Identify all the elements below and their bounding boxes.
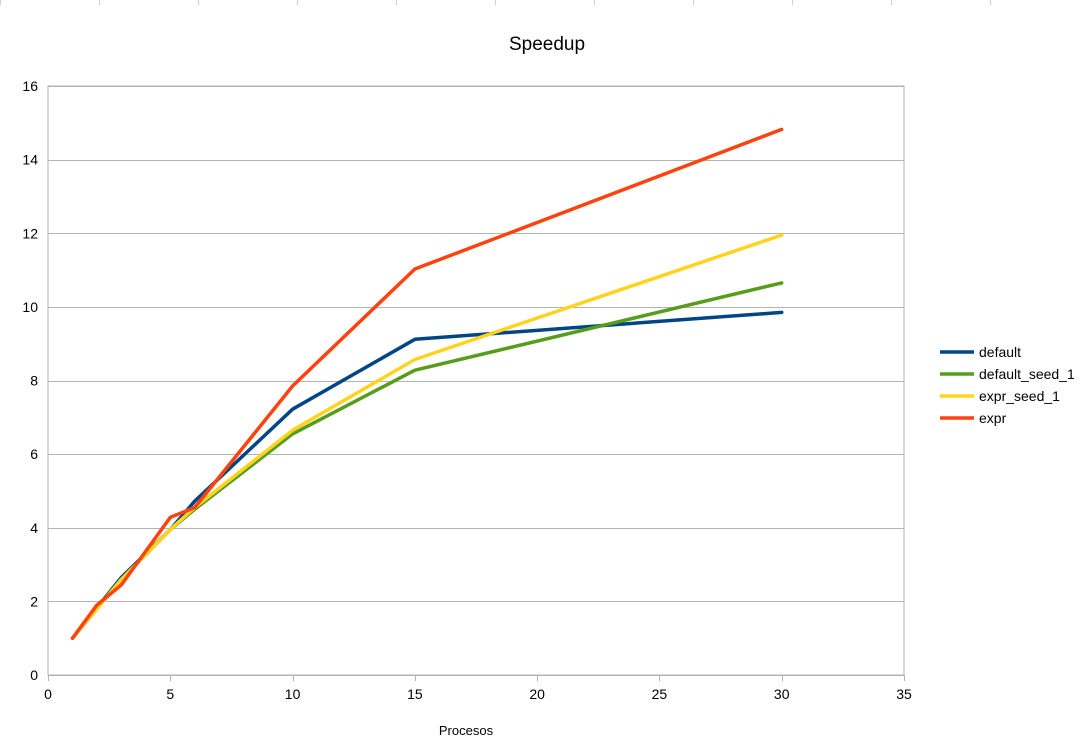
y-tick-label: 0 [30, 667, 38, 683]
legend-label: expr_seed_1 [979, 388, 1060, 404]
y-tick-label: 8 [30, 373, 38, 389]
x-tick-label: 30 [774, 686, 790, 702]
series-line-expr-seed-1 [70, 233, 784, 640]
y-tick-label: 4 [30, 520, 38, 536]
y-tick-label: 2 [30, 593, 38, 609]
series-line-default [70, 310, 784, 640]
legend-label: expr [979, 410, 1007, 426]
gridlines [48, 86, 904, 676]
x-axis-title: Procesos [439, 723, 494, 738]
chart-title: Speedup [509, 34, 585, 55]
x-tick-label: 25 [652, 686, 668, 702]
x-tick-label: 0 [44, 686, 52, 702]
plot-area [47, 85, 905, 676]
y-axis-tick-labels: 0 2 4 6 8 10 12 14 16 [22, 78, 38, 683]
series-line-default-seed-1 [70, 281, 784, 640]
x-axis-tick-labels: 0 5 10 15 20 25 30 35 [44, 675, 912, 702]
series-line-expr [70, 127, 784, 640]
y-tick-label: 12 [22, 225, 38, 241]
x-tick-label: 35 [896, 686, 912, 702]
series-lines [70, 127, 784, 640]
y-tick-label: 6 [30, 446, 38, 462]
x-tick-label: 10 [285, 686, 301, 702]
x-tick-label: 15 [407, 686, 423, 702]
legend-label: default_seed_1 [979, 366, 1075, 382]
x-tick-label: 5 [166, 686, 174, 702]
x-tick-label: 20 [529, 686, 545, 702]
top-edge-ticks [0, 0, 991, 5]
y-tick-label: 16 [22, 78, 38, 94]
y-tick-label: 14 [22, 152, 38, 168]
legend-label: default [979, 344, 1021, 360]
y-tick-label: 10 [22, 299, 38, 315]
